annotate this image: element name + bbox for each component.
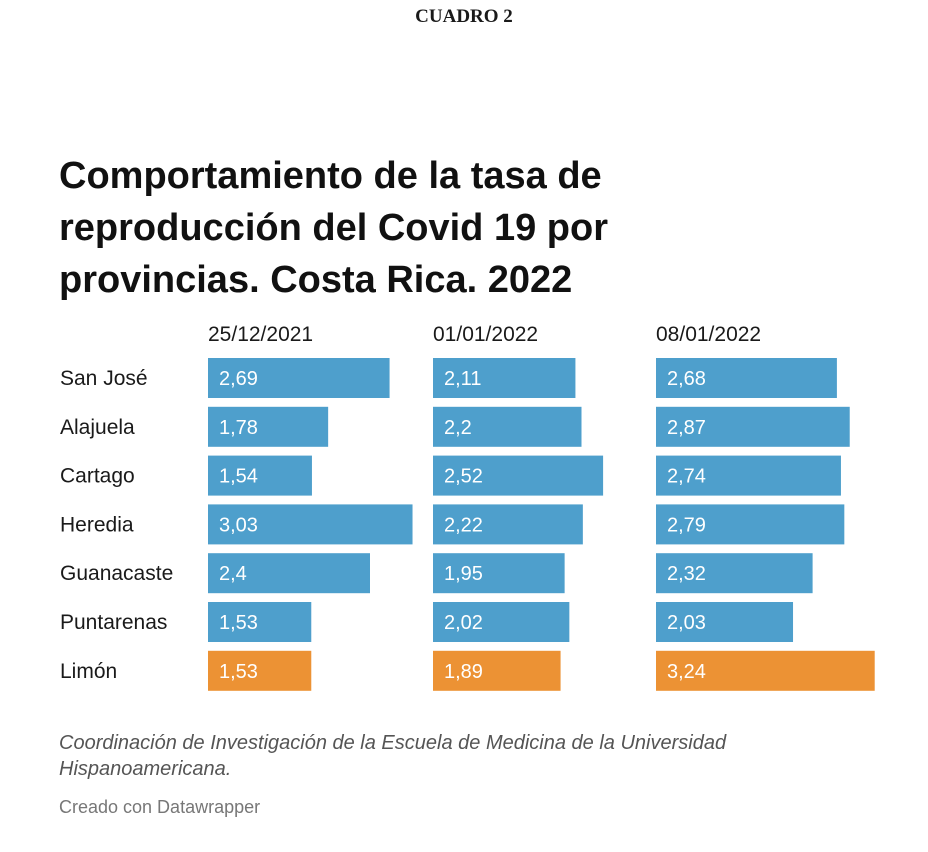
category-label: Heredia xyxy=(60,513,134,536)
category-label: Limón xyxy=(60,660,117,683)
bar xyxy=(208,602,312,642)
bar-value-label: 1,78 xyxy=(219,417,258,439)
bar-chart: San José Alajuela Cartago Heredia Guanacaste… xyxy=(60,323,875,691)
bar xyxy=(656,504,845,545)
series-header: 01/01/2022 xyxy=(433,323,538,346)
bar xyxy=(433,455,604,496)
category-label: Puntarenas xyxy=(60,611,167,634)
bar xyxy=(656,455,841,496)
source-note: Coordinación de Investigación de la Escu… xyxy=(59,732,727,780)
bar-value-label: 2,87 xyxy=(667,417,706,439)
category-label: Alajuela xyxy=(60,416,135,439)
category-label: Guanacaste xyxy=(60,562,173,585)
series-header: 25/12/2021 xyxy=(208,323,313,346)
bar xyxy=(433,602,570,642)
bar-value-label: 2,79 xyxy=(667,514,706,536)
bar xyxy=(208,504,413,545)
bar-value-label: 2,22 xyxy=(444,514,483,536)
bar xyxy=(433,553,565,594)
bar xyxy=(656,553,813,594)
bar xyxy=(208,406,329,447)
bar xyxy=(433,504,583,545)
category-label: San José xyxy=(60,367,148,390)
bar xyxy=(208,553,370,594)
bar-value-label: 2,03 xyxy=(667,612,706,634)
bar-value-label: 2,68 xyxy=(667,368,706,390)
bar-value-label: 2,74 xyxy=(667,466,706,488)
bar xyxy=(656,602,794,642)
bar-value-label: 2,2 xyxy=(444,417,472,439)
bar-value-label: 1,89 xyxy=(444,661,483,683)
bar-value-label: 2,02 xyxy=(444,612,483,634)
category-label: Cartago xyxy=(60,465,135,488)
bar-value-label: 3,24 xyxy=(667,661,706,683)
bar-value-label: 2,4 xyxy=(219,563,247,585)
bar-value-label: 2,11 xyxy=(444,368,481,390)
bar xyxy=(208,358,390,398)
bar xyxy=(656,406,850,447)
bar xyxy=(433,650,561,691)
credit-line: Creado con Datawrapper xyxy=(59,797,261,817)
bar-value-label: 2,69 xyxy=(219,368,258,390)
bar-value-label: 1,95 xyxy=(444,563,483,585)
bar xyxy=(656,650,875,691)
bar-value-label: 1,53 xyxy=(219,661,258,683)
bar-value-label: 3,03 xyxy=(219,514,258,536)
bar xyxy=(208,455,312,496)
bar xyxy=(656,358,837,398)
series-header: 08/01/2022 xyxy=(656,323,761,346)
bar-value-label: 1,54 xyxy=(219,466,258,488)
figure-heading: CUADRO 2 xyxy=(415,6,513,27)
bar xyxy=(433,406,582,447)
bar xyxy=(208,650,312,691)
bar-value-label: 1,53 xyxy=(219,612,258,634)
bar xyxy=(433,358,576,398)
chart-title: Comportamiento de la tasa de reproducció… xyxy=(59,155,608,301)
bar-value-label: 2,32 xyxy=(667,563,706,585)
bar-value-label: 2,52 xyxy=(444,466,483,488)
